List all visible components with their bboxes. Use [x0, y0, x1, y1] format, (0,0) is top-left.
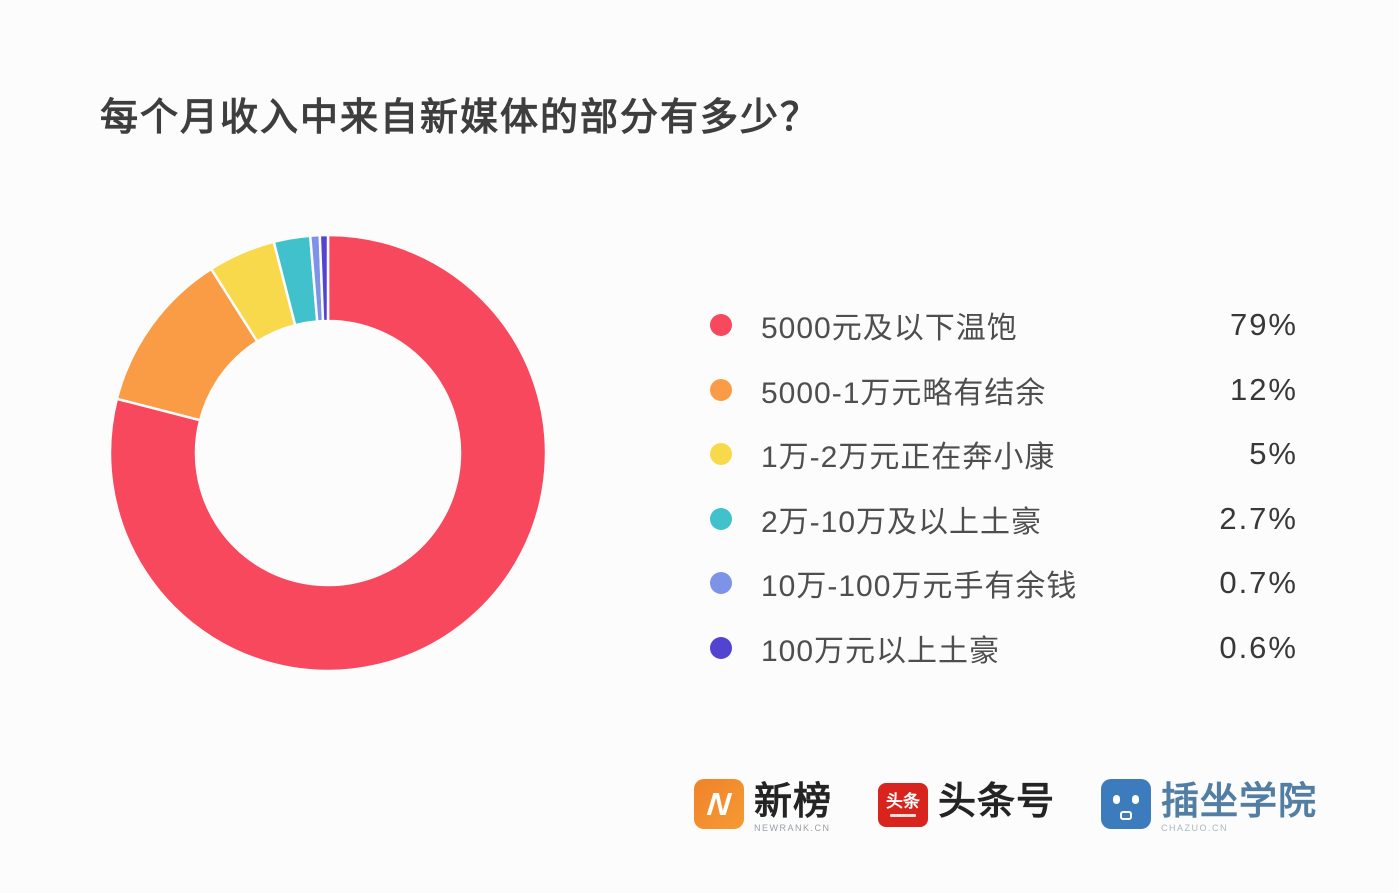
donut-chart — [110, 235, 546, 671]
donut-segment-5 — [318, 235, 330, 323]
toutiao-logo-chars: 头条 — [886, 792, 921, 811]
newrank-brand-name: 新榜 — [754, 781, 833, 823]
legend-swatch-icon — [710, 443, 732, 466]
chazuo-brand-name: 插坐学院 — [1161, 781, 1318, 823]
toutiao-logo-icon: 头条 — [878, 783, 929, 827]
legend-swatch-icon — [710, 378, 732, 401]
brand-toutiao: 头条 头条号 — [878, 779, 1055, 827]
chazuo-robot-eye-right — [1132, 795, 1140, 804]
legend-value: 5% — [1249, 436, 1298, 472]
legend-item: 5000-1万元略有结余 12% — [710, 358, 1298, 423]
legend-swatch-icon — [710, 507, 732, 530]
legend-value: 0.7% — [1219, 565, 1298, 601]
brand-newrank: N 新榜 NEWRANK.CN — [694, 779, 832, 833]
chazuo-brand-subtext: CHAZUO.CN — [1161, 823, 1229, 833]
legend-item: 5000元及以下温饱 79% — [710, 293, 1298, 358]
footer-brand-bar: N 新榜 NEWRANK.CN 头条 头条号 插坐学院 CHAZUO.CN — [694, 779, 1317, 833]
legend-value: 79% — [1229, 307, 1298, 343]
toutiao-brand-name: 头条号 — [938, 781, 1056, 823]
legend-item: 100万元以上土豪 0.6% — [710, 616, 1298, 681]
legend-label: 100万元以上土豪 — [761, 634, 1001, 668]
legend-value: 0.6% — [1219, 629, 1298, 665]
legend-label: 1万-2万元正在奔小康 — [761, 441, 1056, 475]
chart-title: 每个月收入中来自新媒体的部分有多少？ — [100, 97, 821, 139]
newrank-logo-icon: N — [694, 779, 744, 829]
legend-swatch-icon — [710, 636, 732, 659]
brand-chazuo: 插坐学院 CHAZUO.CN — [1101, 779, 1317, 833]
legend-value: 2.7% — [1219, 500, 1298, 536]
legend-item: 2万-10万及以上土豪 2.7% — [710, 487, 1298, 552]
legend-label: 2万-10万及以上土豪 — [761, 505, 1043, 539]
newrank-logo-letter: N — [705, 785, 733, 822]
legend-swatch-icon — [710, 314, 732, 337]
chazuo-robot-mouth — [1120, 811, 1133, 820]
legend-label: 10万-100万元手有余钱 — [761, 570, 1078, 604]
newrank-brand-subtext: NEWRANK.CN — [754, 823, 831, 833]
legend-item: 10万-100万元手有余钱 0.7% — [710, 551, 1298, 616]
legend-value: 12% — [1229, 371, 1298, 407]
chazuo-robot-eye-left — [1113, 795, 1121, 804]
legend: 5000元及以下温饱 79% 5000-1万元略有结余 12% 1万-2万元正在奔小康 5… — [710, 293, 1298, 680]
legend-item: 1万-2万元正在奔小康 5% — [710, 422, 1298, 487]
chazuo-logo-icon — [1101, 779, 1152, 829]
legend-swatch-icon — [710, 572, 732, 595]
donut-segment-0 — [110, 235, 546, 671]
legend-label: 5000-1万元略有结余 — [761, 376, 1047, 410]
toutiao-logo-rule — [890, 814, 917, 817]
legend-label: 5000元及以下温饱 — [761, 312, 1018, 346]
